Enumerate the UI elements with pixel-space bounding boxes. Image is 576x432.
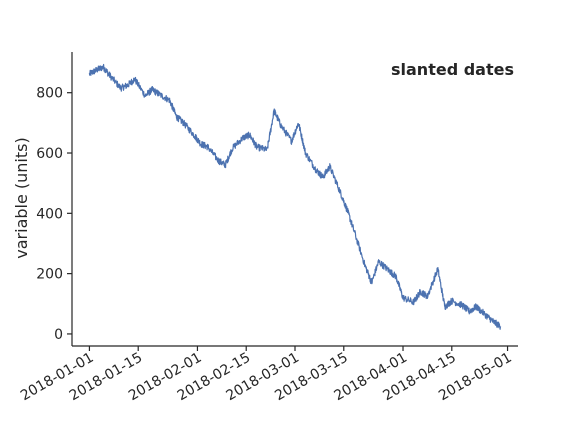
y-axis-label: variable (units): [12, 137, 31, 258]
y-tick-label: 800: [36, 86, 63, 102]
y-axis-ticks: 0 200 400 600 800: [36, 86, 72, 343]
y-tick-label: 0: [54, 327, 63, 343]
chart-annotation: slanted dates: [391, 60, 514, 79]
series-line: [88, 63, 502, 330]
y-tick-label: 600: [36, 146, 63, 162]
y-tick-label: 400: [36, 206, 63, 222]
y-tick-label: 200: [36, 267, 63, 283]
